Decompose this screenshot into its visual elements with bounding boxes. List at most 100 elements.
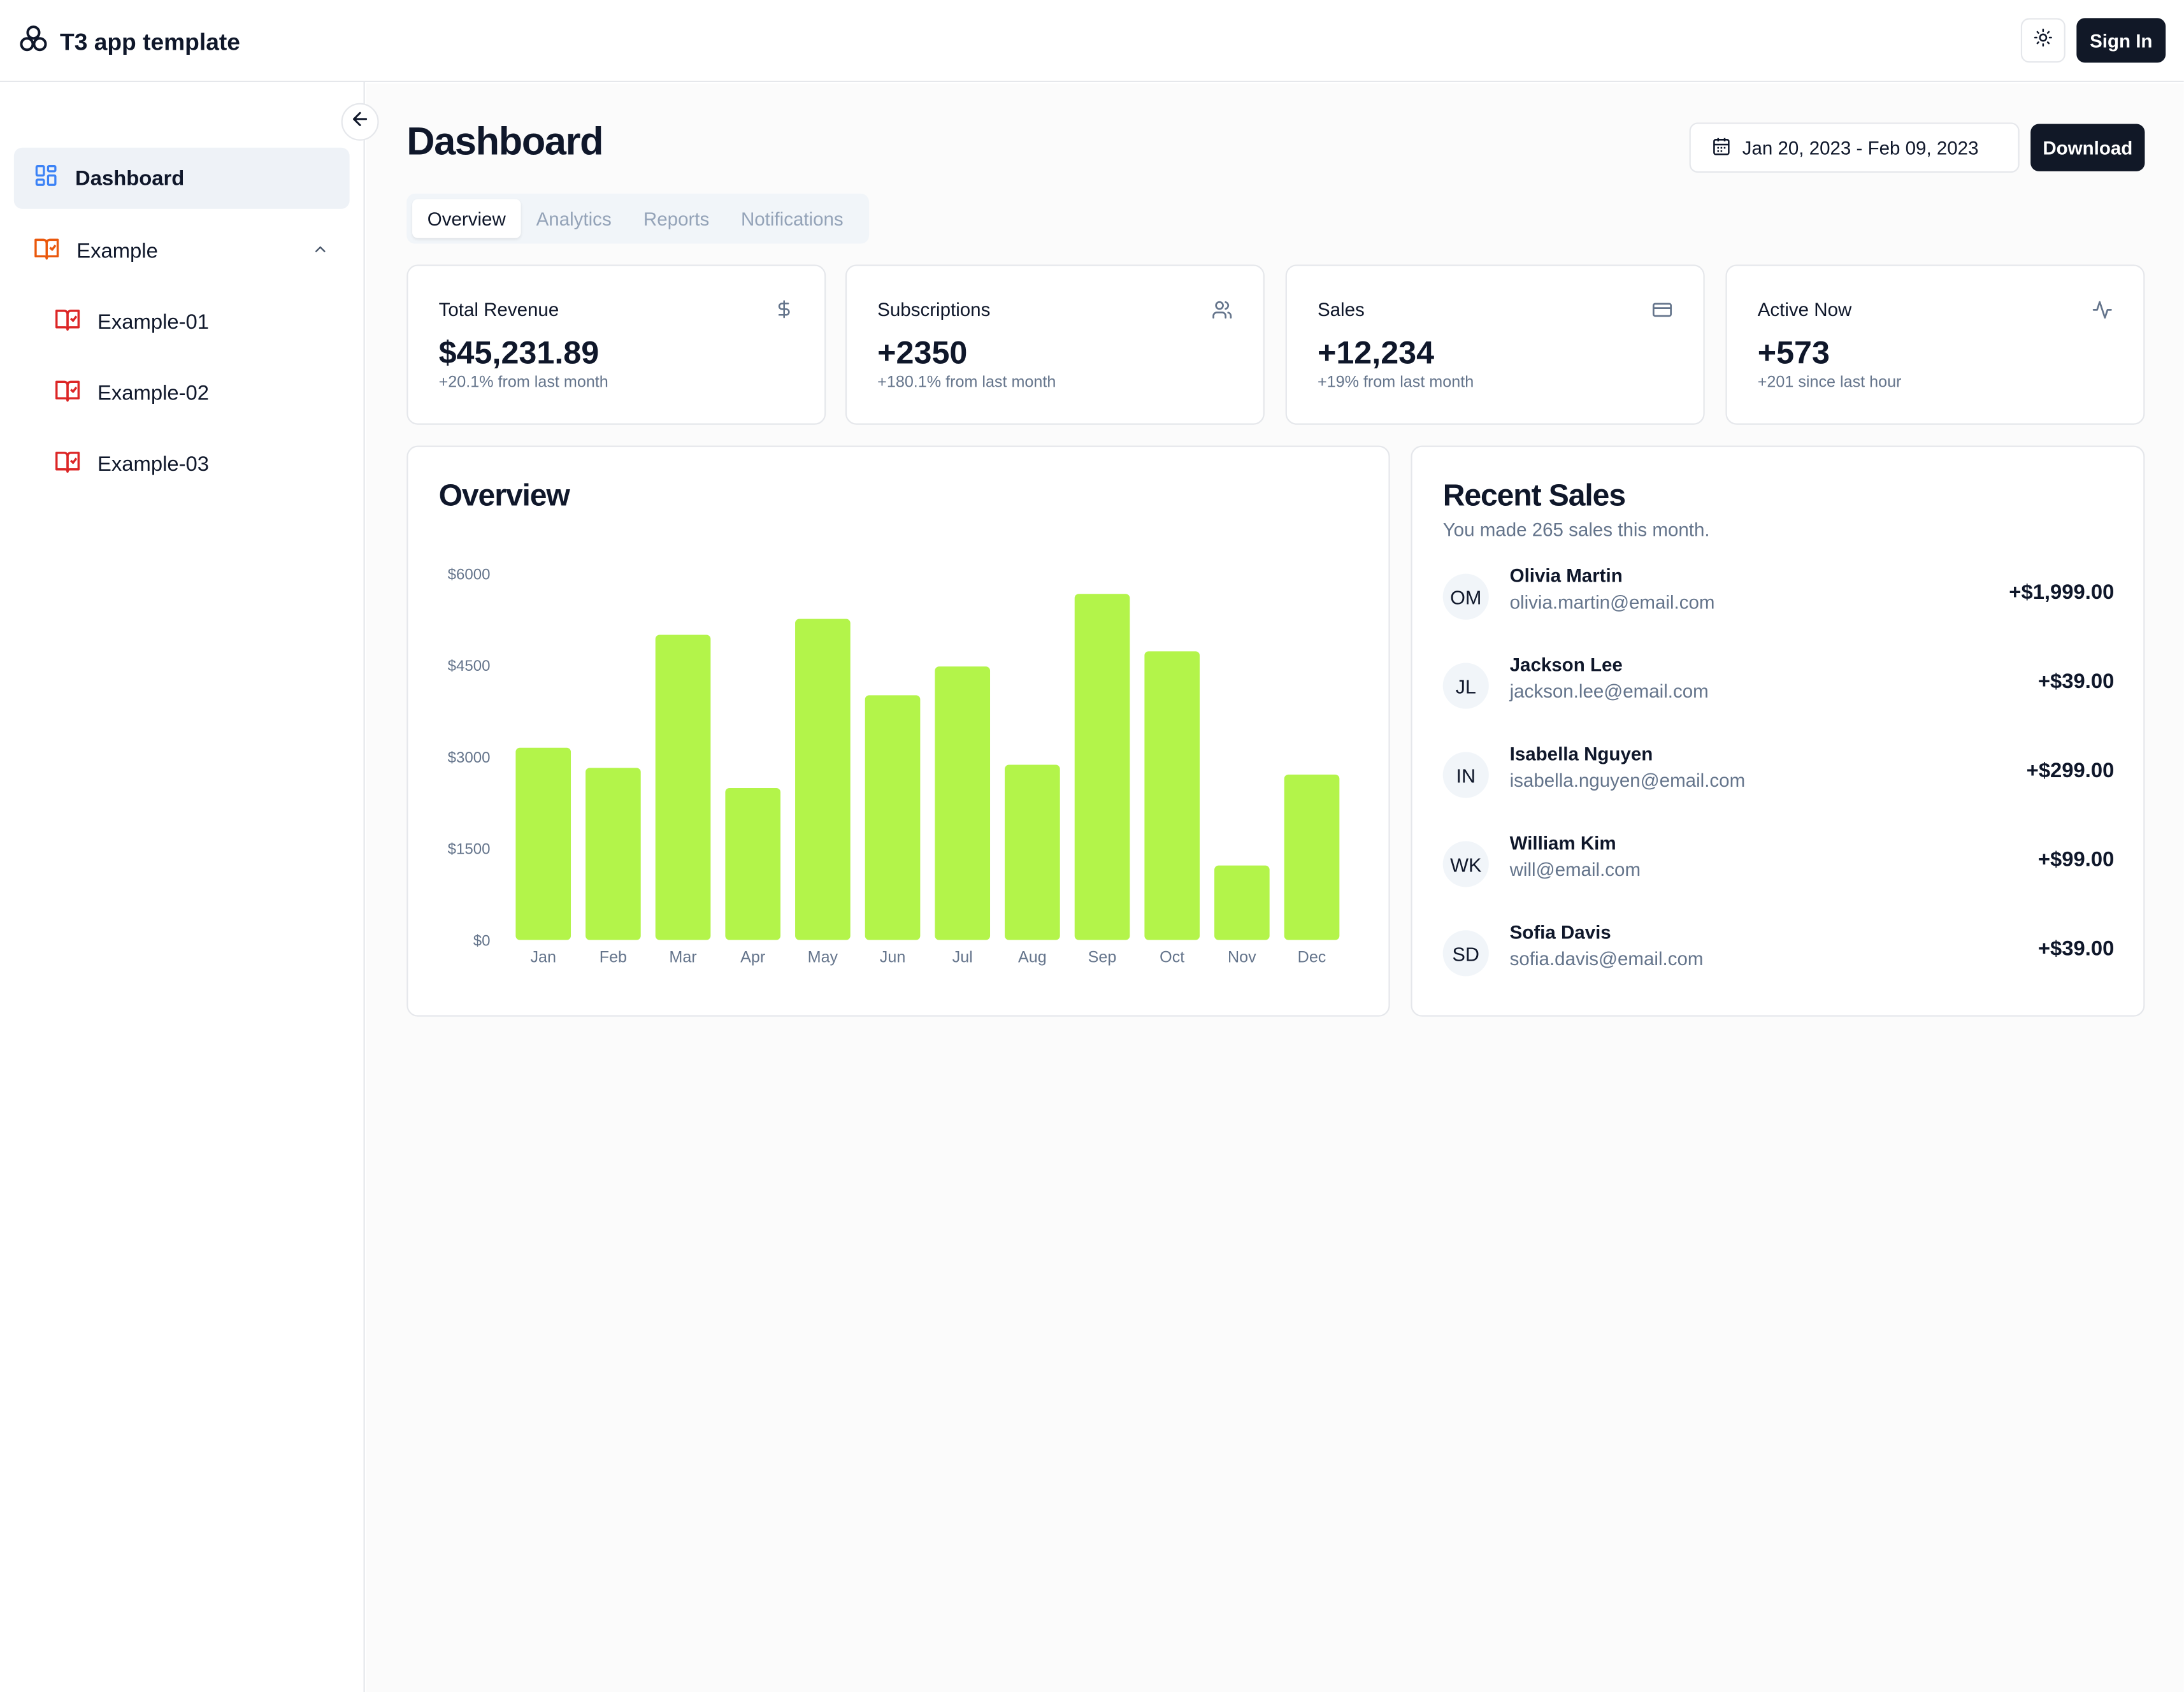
book-icon	[33, 234, 60, 266]
tab-notifications[interactable]: Notifications	[740, 208, 844, 229]
stat-change: +20.1% from last month	[438, 375, 608, 392]
bar-jan[interactable]	[515, 747, 571, 940]
bar-dec[interactable]	[1284, 774, 1340, 940]
date-range-label: Jan 20, 2023 - Feb 09, 2023	[1742, 137, 1979, 159]
sale-amount: +$39.00	[2037, 670, 2115, 694]
book-icon	[54, 376, 81, 408]
x-tick-label: Jul	[952, 949, 973, 966]
x-tick-label: Aug	[1018, 949, 1047, 966]
tab-overview[interactable]: Overview	[412, 199, 521, 238]
stat-value: +12,234	[1317, 334, 1435, 371]
stat-value: +2350	[877, 334, 968, 371]
x-tick-label: Dec	[1298, 949, 1326, 966]
sale-amount: +$299.00	[2026, 759, 2115, 783]
avatar: JL	[1442, 663, 1489, 709]
app-title: T3 app template	[59, 28, 240, 55]
customer-name: Isabella Nguyen	[1509, 743, 1653, 765]
stat-card-active-now: Active Now +573 +201 since last hour	[1725, 264, 2145, 425]
activity-icon	[2092, 299, 2113, 327]
stat-card-subscriptions: Subscriptions +2350 +180.1% from last mo…	[845, 264, 1265, 425]
chevron-up-icon[interactable]	[312, 240, 329, 263]
x-tick-label: Jan	[530, 949, 556, 966]
arrow-left-icon	[350, 108, 371, 136]
avatar: OM	[1442, 573, 1489, 620]
sale-amount: +$39.00	[2037, 937, 2115, 961]
sidebar-item-label: Example	[76, 238, 158, 263]
download-button[interactable]: Download	[2030, 124, 2145, 171]
x-tick-label: May	[808, 949, 838, 966]
sidebar-item-example[interactable]: Example	[33, 234, 328, 267]
x-tick-label: Apr	[740, 949, 765, 966]
sale-amount: +$1,999.00	[2009, 580, 2115, 605]
bar-mar[interactable]	[655, 634, 711, 940]
customer-email: jackson.lee@email.com	[1509, 680, 1709, 702]
book-icon	[54, 448, 81, 480]
sale-row: IN Isabella Nguyen isabella.nguyen@email…	[1442, 743, 2115, 802]
overview-bar-chart: $0 $1500 $3000 $4500 $6000 Jan Feb Mar Apr May Jun…	[448, 566, 1340, 966]
bar-jul[interactable]	[935, 666, 991, 940]
book-icon	[54, 306, 81, 338]
x-tick-label: Sep	[1088, 949, 1117, 966]
customer-name: Jackson Lee	[1509, 654, 1623, 676]
y-tick-label: $3000	[448, 749, 491, 766]
customer-email: isabella.nguyen@email.com	[1509, 770, 1746, 791]
stat-change: +180.1% from last month	[877, 375, 1056, 392]
bar-apr[interactable]	[725, 787, 781, 940]
customer-email: will@email.com	[1509, 859, 1641, 880]
customer-email: sofia.davis@email.com	[1509, 948, 1704, 970]
brand[interactable]: T3 app template	[18, 24, 240, 61]
bar-jun[interactable]	[865, 695, 921, 940]
sidebar-item-example-03[interactable]: Example-03	[54, 447, 209, 480]
sidebar-item-example-01[interactable]: Example-01	[54, 305, 209, 338]
page-title: Dashboard	[406, 119, 603, 163]
sidebar-item-label: Example-01	[97, 310, 210, 334]
stat-label: Total Revenue	[438, 299, 559, 320]
bar-feb[interactable]	[586, 768, 641, 940]
sale-row: OM Olivia Martin olivia.martin@email.com…	[1442, 566, 2115, 624]
users-icon	[1212, 299, 1233, 327]
collapse-sidebar-button[interactable]	[341, 103, 379, 141]
bar-nov[interactable]	[1214, 865, 1270, 940]
dashboard-grid-icon	[33, 163, 58, 194]
sign-in-button[interactable]: Sign In	[2076, 18, 2166, 63]
stat-label: Active Now	[1757, 299, 1852, 320]
bar-oct[interactable]	[1144, 651, 1200, 940]
stat-card-sales: Sales +12,234 +19% from last month	[1285, 264, 1705, 425]
y-tick-label: $0	[473, 932, 491, 949]
y-tick-label: $1500	[448, 841, 491, 858]
recent-sales-title: Recent Sales	[1442, 477, 1626, 513]
theme-toggle-button[interactable]	[2020, 18, 2065, 63]
x-tick-label: Feb	[600, 949, 627, 966]
sun-icon	[2034, 27, 2053, 54]
recent-sales-card: Recent Sales You made 265 sales this mon…	[1411, 445, 2145, 1017]
stat-value: $45,231.89	[438, 334, 600, 371]
tab-reports[interactable]: Reports	[643, 208, 710, 229]
credit-card-icon	[1652, 299, 1673, 327]
date-range-picker[interactable]: Jan 20, 2023 - Feb 09, 2023	[1689, 122, 2020, 173]
bar-sep[interactable]	[1074, 594, 1130, 940]
customer-name: Sofia Davis	[1509, 922, 1611, 943]
stat-card-total-revenue: Total Revenue $45,231.89 +20.1% from las…	[406, 264, 826, 425]
sale-amount: +$99.00	[2037, 848, 2115, 872]
sidebar-item-dashboard[interactable]: Dashboard	[13, 147, 350, 209]
sidebar-item-label: Example-03	[97, 452, 210, 476]
bar-may[interactable]	[795, 619, 851, 940]
sidebar-item-label: Example-02	[97, 380, 210, 405]
sidebar-item-label: Dashboard	[75, 166, 185, 190]
recent-sales-subtitle: You made 265 sales this month.	[1442, 519, 1710, 541]
bar-aug[interactable]	[1005, 764, 1060, 940]
sale-row: JL Jackson Lee jackson.lee@email.com +$3…	[1442, 654, 2115, 713]
calendar-icon	[1712, 136, 1732, 159]
avatar: WK	[1442, 841, 1489, 887]
stat-change: +19% from last month	[1317, 375, 1474, 392]
tab-analytics[interactable]: Analytics	[536, 208, 612, 229]
top-bar: T3 app template Sign In	[0, 0, 2184, 82]
sidebar-item-example-02[interactable]: Example-02	[54, 376, 209, 409]
logo-icon	[18, 24, 48, 61]
x-tick-label: Nov	[1228, 949, 1256, 966]
customer-name: William Kim	[1509, 833, 1616, 854]
x-tick-label: Mar	[669, 949, 696, 966]
overview-card: Overview $0 $1500 $3000 $4500 $6000 Jan Feb Mar…	[406, 445, 1390, 1017]
y-tick-label: $6000	[448, 566, 491, 583]
